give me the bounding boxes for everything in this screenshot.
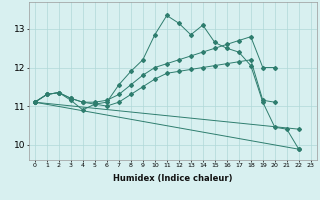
X-axis label: Humidex (Indice chaleur): Humidex (Indice chaleur) [113, 174, 233, 183]
